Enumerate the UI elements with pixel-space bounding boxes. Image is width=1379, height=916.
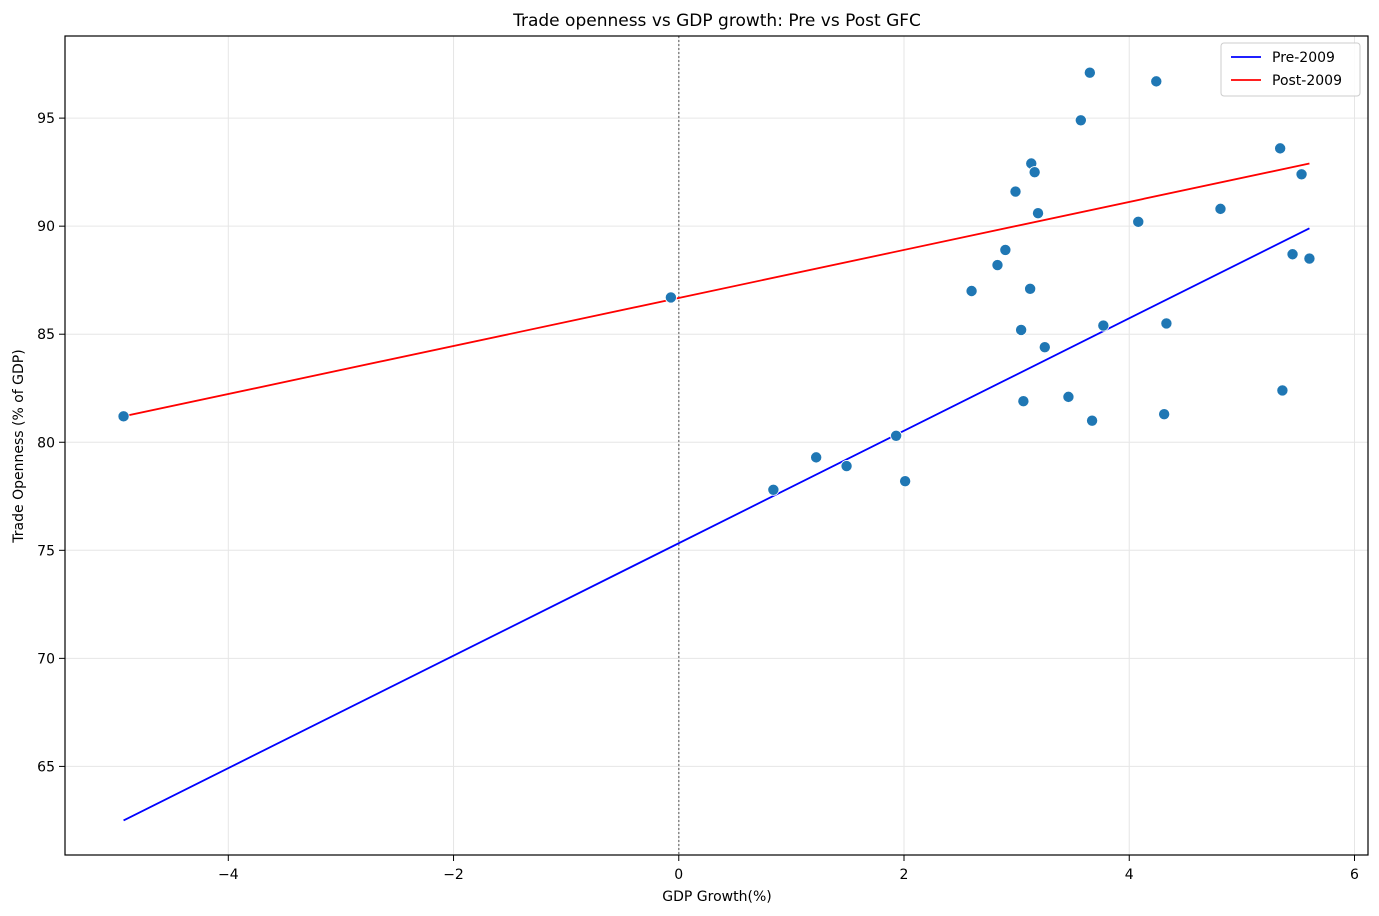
x-tick-label: 4	[1125, 867, 1134, 883]
data-point	[1024, 282, 1037, 295]
x-tick-label: 6	[1350, 867, 1359, 883]
series-line-post-2009	[123, 162, 1310, 418]
scatter-points	[117, 66, 1316, 496]
data-point	[664, 291, 677, 304]
data-point	[1274, 142, 1287, 155]
y-tick-label: 95	[37, 111, 55, 127]
data-point	[1160, 317, 1173, 330]
data-point	[1214, 202, 1227, 215]
data-point	[1303, 252, 1316, 265]
chart-title: Trade openness vs GDP growth: Pre vs Pos…	[512, 11, 921, 31]
tick-layer: −4 −2 0 2 4 6 65 70 75 80 85 90 95	[37, 111, 1359, 883]
data-point	[1158, 408, 1171, 421]
data-point	[810, 451, 823, 464]
regression-lines	[123, 162, 1310, 822]
data-point	[899, 475, 912, 488]
data-point	[1017, 395, 1030, 408]
data-point	[1132, 215, 1145, 228]
data-point	[1015, 323, 1028, 336]
y-tick-label: 75	[37, 543, 55, 559]
grid-layer	[65, 36, 1368, 855]
data-point	[1295, 168, 1308, 181]
data-point	[1062, 390, 1075, 403]
x-tick-label: 0	[674, 867, 683, 883]
data-point	[1032, 207, 1045, 220]
y-tick-label: 80	[37, 435, 55, 451]
plot-frame	[64, 35, 1369, 856]
y-axis-label: Trade Openness (% of GDP)	[11, 349, 27, 543]
x-axis-label: GDP Growth(%)	[662, 889, 771, 905]
x-tick-label: −2	[443, 867, 464, 883]
x-tick-label: −4	[218, 867, 239, 883]
series-line-pre-2009	[123, 227, 1310, 822]
data-point	[840, 460, 853, 473]
y-tick-label: 90	[37, 219, 55, 235]
data-point	[1276, 384, 1289, 397]
data-point	[1074, 114, 1087, 127]
y-tick-label: 70	[37, 651, 55, 667]
x-tick-label: 2	[900, 867, 909, 883]
data-point	[1086, 414, 1099, 427]
data-point	[991, 259, 1004, 272]
data-point	[1286, 248, 1299, 261]
data-point	[890, 429, 903, 442]
data-point	[1038, 341, 1051, 354]
y-tick-label: 65	[37, 759, 55, 775]
y-tick-label: 85	[37, 327, 55, 343]
data-point	[1083, 66, 1096, 79]
data-point	[117, 410, 130, 423]
legend-label-post-2009: Post-2009	[1272, 73, 1342, 89]
data-point	[1097, 319, 1110, 332]
data-point	[767, 483, 780, 496]
data-point	[1028, 166, 1041, 179]
legend-label-pre-2009: Pre-2009	[1272, 50, 1335, 66]
data-point	[1150, 75, 1163, 88]
data-point	[1009, 185, 1022, 198]
data-point	[999, 243, 1012, 256]
data-point	[965, 284, 978, 297]
legend: Pre-2009 Post-2009	[1220, 42, 1361, 97]
